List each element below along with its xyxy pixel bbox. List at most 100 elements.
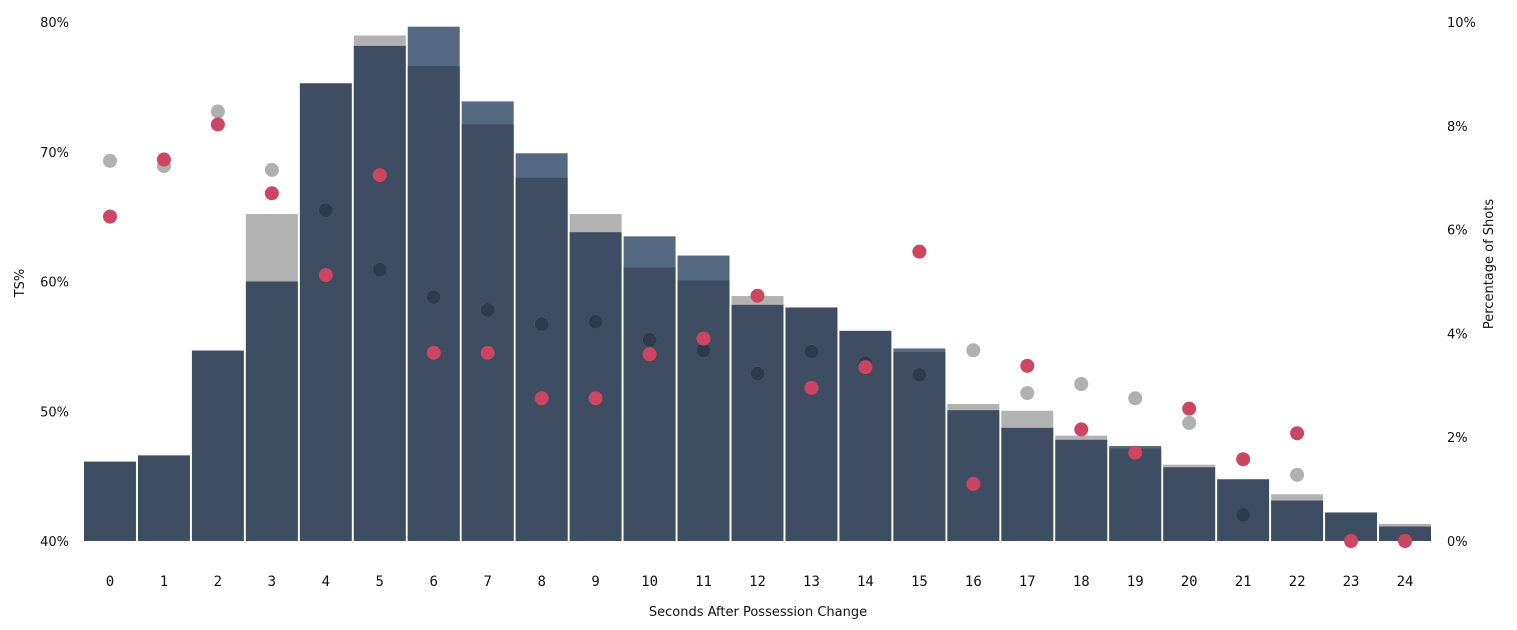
bar xyxy=(245,281,298,541)
point-dark xyxy=(480,303,495,318)
y-right-tick-label: 4% xyxy=(1447,327,1468,342)
x-tick-label: 22 xyxy=(1289,574,1306,590)
point-dark xyxy=(804,344,819,359)
point-dark xyxy=(1236,508,1251,523)
point-dark xyxy=(912,367,927,382)
y-left-tick-label: 60% xyxy=(40,276,69,291)
point-red xyxy=(426,345,441,360)
bar xyxy=(1271,500,1324,541)
x-tick-label: 1 xyxy=(160,574,168,590)
x-tick-label: 23 xyxy=(1343,574,1360,590)
point-gray xyxy=(1020,386,1035,401)
point-dark xyxy=(588,314,603,329)
point-red xyxy=(804,380,819,395)
x-tick-label: 21 xyxy=(1235,574,1252,590)
x-tick-label: 2 xyxy=(214,574,222,590)
point-gray xyxy=(1074,377,1089,392)
bar xyxy=(1163,467,1216,541)
point-gray xyxy=(966,343,981,358)
point-gray xyxy=(1182,415,1197,430)
x-tick-label: 7 xyxy=(483,574,491,590)
bar xyxy=(299,83,352,541)
bar xyxy=(1379,526,1431,541)
x-axis-ticks: 0 1 2 3 4 5 6 7 8 9 10 11 12 13 14 15 16 17 18 19 20 21 22 23 24 xyxy=(106,574,1414,590)
x-tick-label: 0 xyxy=(106,574,114,590)
y-axis-right-ticks: 0% 2% 4% 6% 8% 10% xyxy=(1447,16,1476,550)
point-red xyxy=(696,331,711,346)
y-left-tick-label: 50% xyxy=(40,405,69,420)
bar xyxy=(569,232,622,541)
point-red xyxy=(156,152,171,167)
y-right-tick-label: 0% xyxy=(1447,535,1468,550)
x-tick-label: 3 xyxy=(268,574,276,590)
bar xyxy=(785,307,838,541)
point-red xyxy=(102,209,117,224)
point-red xyxy=(1398,534,1413,548)
y-right-tick-label: 6% xyxy=(1447,224,1468,239)
x-tick-label: 4 xyxy=(322,574,330,590)
point-red xyxy=(318,268,333,283)
bar xyxy=(947,410,1000,541)
bar xyxy=(191,350,244,541)
x-tick-label: 19 xyxy=(1127,574,1144,590)
point-dark xyxy=(426,290,441,305)
point-red xyxy=(1020,358,1035,373)
x-tick-label: 10 xyxy=(641,574,658,590)
bar xyxy=(731,304,784,541)
x-tick-label: 16 xyxy=(965,574,982,590)
point-red xyxy=(210,117,225,132)
bars-layer xyxy=(84,26,1431,542)
bar xyxy=(1109,448,1162,541)
bar xyxy=(1001,427,1054,541)
point-red xyxy=(372,168,387,183)
x-tick-label: 17 xyxy=(1019,574,1036,590)
point-red xyxy=(966,476,981,491)
x-tick-label: 13 xyxy=(803,574,820,590)
point-red xyxy=(1182,401,1197,416)
point-red xyxy=(858,360,873,375)
point-dark xyxy=(696,343,711,358)
point-red xyxy=(1236,452,1251,467)
y-axis-left-ticks: 40% 50% 60% 70% 80% xyxy=(40,16,69,550)
bar xyxy=(84,461,136,541)
y-right-tick-label: 10% xyxy=(1447,16,1476,31)
x-tick-label: 20 xyxy=(1181,574,1198,590)
x-tick-label: 18 xyxy=(1073,574,1090,590)
x-tick-label: 5 xyxy=(376,574,384,590)
point-dark xyxy=(750,366,765,381)
point-red xyxy=(912,244,927,259)
point-red xyxy=(480,345,495,360)
x-tick-label: 24 xyxy=(1397,574,1414,590)
bar xyxy=(623,267,676,541)
point-red xyxy=(264,186,279,201)
point-red xyxy=(750,288,765,303)
point-gray xyxy=(210,104,225,119)
point-red xyxy=(1074,422,1089,437)
point-red xyxy=(1128,445,1143,460)
x-tick-label: 9 xyxy=(591,574,599,590)
point-gray xyxy=(1128,391,1143,406)
y-left-tick-label: 40% xyxy=(40,535,69,550)
x-tick-label: 11 xyxy=(695,574,712,590)
y-axis-left-title: TS% xyxy=(13,269,28,299)
x-tick-label: 12 xyxy=(749,574,766,590)
x-tick-label: 14 xyxy=(857,574,874,590)
point-red xyxy=(588,391,603,406)
bar xyxy=(137,455,190,541)
bar xyxy=(677,280,730,541)
point-gray xyxy=(1290,467,1305,482)
point-dark xyxy=(318,203,333,218)
bar xyxy=(515,177,568,541)
y-left-tick-label: 80% xyxy=(40,16,69,31)
point-dark xyxy=(372,262,387,277)
point-dark xyxy=(534,317,549,332)
point-red xyxy=(534,391,549,406)
x-axis-title: Seconds After Possession Change xyxy=(649,605,867,620)
point-gray xyxy=(264,162,279,177)
bar xyxy=(1055,439,1108,541)
point-gray xyxy=(102,153,117,168)
point-red xyxy=(642,347,657,362)
point-dark xyxy=(642,332,657,347)
x-tick-label: 8 xyxy=(537,574,545,590)
